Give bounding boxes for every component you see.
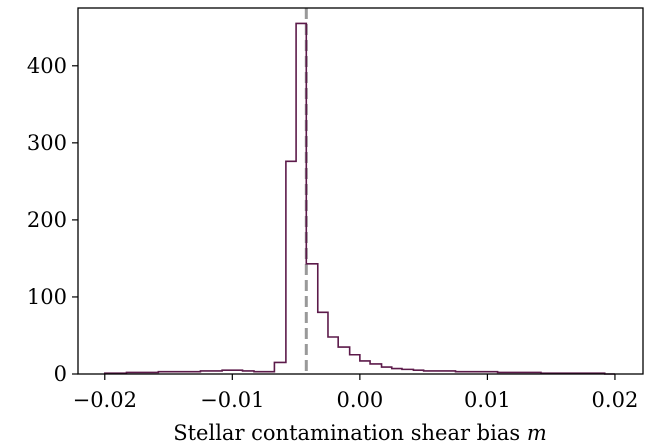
x-axis-label: Stellar contamination shear bias m <box>173 421 547 445</box>
x-tick-label: −0.01 <box>200 388 264 412</box>
y-tick-label: 100 <box>27 285 67 309</box>
x-axis-label-symbol: m <box>527 421 547 445</box>
y-tick-label: 400 <box>27 54 67 78</box>
histogram-step-line <box>103 22 615 375</box>
x-axis-label-text: Stellar contamination shear bias <box>173 421 520 445</box>
y-tick-label: 0 <box>54 362 67 386</box>
x-tick-label: 0.00 <box>336 388 383 412</box>
x-tick-label: 0.01 <box>464 388 511 412</box>
axes-frame <box>77 7 644 375</box>
x-tick-label: 0.02 <box>592 388 639 412</box>
y-tick-label: 200 <box>27 208 67 232</box>
x-tick-label: −0.02 <box>73 388 137 412</box>
y-tick-label: 300 <box>27 131 67 155</box>
